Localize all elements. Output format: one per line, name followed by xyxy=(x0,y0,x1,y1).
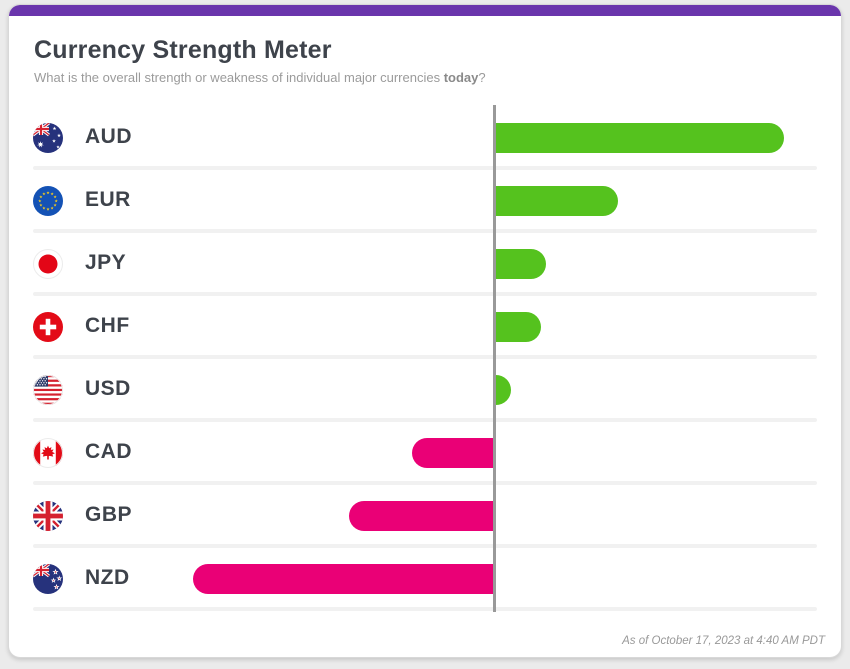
row-divider xyxy=(33,607,817,611)
timestamp: As of October 17, 2023 at 4:40 AM PDT xyxy=(622,635,825,647)
subtitle-suffix: ? xyxy=(478,70,486,85)
currency-strength-card: Currency Strength Meter What is the over… xyxy=(8,4,842,658)
flag-cad-icon xyxy=(33,438,63,468)
strength-bar-positive xyxy=(496,375,511,405)
currency-row-usd: USD xyxy=(9,359,841,422)
currency-rows: AUD EUR JPY CHF USD CAD GBP xyxy=(9,107,841,611)
card-accent-bar xyxy=(9,5,841,16)
row-divider xyxy=(33,292,817,296)
strength-bar-negative xyxy=(349,501,493,531)
row-divider xyxy=(33,355,817,359)
subtitle-text: What is the overall strength or weakness… xyxy=(34,70,444,85)
page-subtitle: What is the overall strength or weakness… xyxy=(34,70,814,87)
row-divider xyxy=(33,544,817,548)
currency-label: GBP xyxy=(85,503,133,526)
currency-label: JPY xyxy=(85,251,127,274)
strength-bar-positive xyxy=(496,312,541,342)
currency-row-aud: AUD xyxy=(9,107,841,170)
flag-eur-icon xyxy=(33,186,63,216)
flag-nzd-icon xyxy=(33,564,63,594)
flag-usd-icon xyxy=(33,375,63,405)
strength-bar-positive xyxy=(496,186,618,216)
row-divider xyxy=(33,166,817,170)
currency-label: NZD xyxy=(85,566,130,589)
flag-chf-icon xyxy=(33,312,63,342)
currency-label: AUD xyxy=(85,125,132,148)
row-divider xyxy=(33,229,817,233)
flag-jpy-icon xyxy=(33,249,63,279)
currency-strength-chart: AUD EUR JPY CHF USD CAD GBP xyxy=(9,105,841,612)
currency-label: USD xyxy=(85,377,131,400)
card-header: Currency Strength Meter What is the over… xyxy=(34,35,814,87)
strength-bar-negative xyxy=(193,564,493,594)
currency-row-chf: CHF xyxy=(9,296,841,359)
currency-row-gbp: GBP xyxy=(9,485,841,548)
strength-bar-positive xyxy=(496,249,546,279)
subtitle-bold-word: today xyxy=(443,70,479,85)
page-title: Currency Strength Meter xyxy=(34,36,332,64)
currency-label: CAD xyxy=(85,440,132,463)
strength-bar-negative xyxy=(412,438,493,468)
currency-row-eur: EUR xyxy=(9,170,841,233)
zero-axis-line xyxy=(493,105,496,612)
currency-label: EUR xyxy=(85,188,131,211)
row-divider xyxy=(33,418,817,422)
currency-label: CHF xyxy=(85,314,130,337)
strength-bar-positive xyxy=(496,123,784,153)
flag-gbp-icon xyxy=(33,501,63,531)
currency-row-nzd: NZD xyxy=(9,548,841,611)
flag-aud-icon xyxy=(33,123,63,153)
currency-row-jpy: JPY xyxy=(9,233,841,296)
row-divider xyxy=(33,481,817,485)
currency-row-cad: CAD xyxy=(9,422,841,485)
